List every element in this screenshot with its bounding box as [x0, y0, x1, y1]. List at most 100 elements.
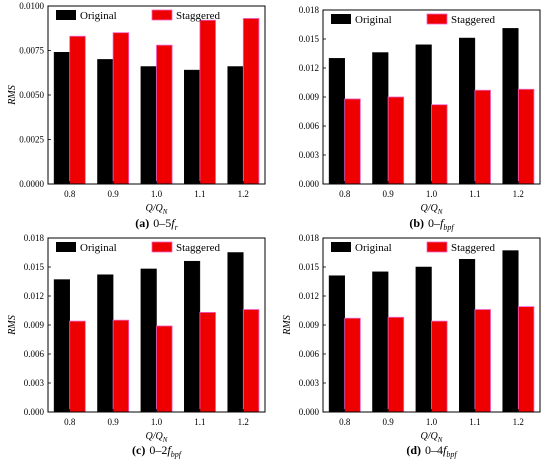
original-bar-1.0 — [415, 44, 432, 185]
staggered-bar-1.0 — [431, 320, 448, 413]
legend-swatch-staggered — [426, 13, 448, 25]
original-bar-0.9 — [97, 274, 114, 413]
original-bar-0.8 — [53, 279, 70, 413]
chart-panel-1: 0.8 0.9 1.0 1.1 1.2 0.0000 0.0025 0.0050 0.0075 0… — [7, 1, 266, 232]
original-bar-1.2 — [227, 66, 244, 185]
x-axis-label: Q/QN — [146, 203, 168, 216]
y-tick-label: 0.018 — [24, 233, 45, 243]
staggered-bar-1.1 — [474, 309, 491, 413]
original-bar-1.2 — [227, 252, 244, 413]
y-tick-label: 0.015 — [299, 34, 320, 44]
panel-caption-var: f — [443, 443, 448, 457]
x-tick-label: 1.1 — [194, 417, 205, 427]
original-bar-1.1 — [184, 69, 201, 185]
panel-caption-text: 0–2 — [149, 443, 167, 457]
y-tick-label: 0.012 — [299, 63, 319, 73]
y-tick-label: 0.0000 — [19, 179, 44, 189]
y-tick-label: 0.009 — [299, 320, 320, 330]
staggered-bar-0.9 — [387, 316, 405, 413]
y-tick-label: 0.0025 — [19, 135, 44, 145]
original-bar-0.9 — [372, 271, 389, 413]
x-tick-label: 1.2 — [513, 189, 524, 199]
x-tick-label: 0.8 — [64, 417, 76, 427]
staggered-bar-0.8 — [69, 320, 86, 413]
y-tick-label: 0.015 — [299, 262, 320, 272]
x-tick-label: 0.8 — [64, 189, 76, 199]
legend-label-original: Original — [355, 242, 392, 254]
x-tick-label: 0.9 — [382, 417, 394, 427]
y-tick-label: 0.003 — [299, 378, 320, 388]
original-bar-0.9 — [372, 52, 389, 185]
y-tick-label: 0.006 — [299, 121, 320, 131]
x-axis-label: Q/QN — [421, 431, 443, 444]
y-tick-label: 0.018 — [299, 5, 320, 15]
x-axis-label-sub: N — [162, 208, 168, 216]
x-tick-label: 1.2 — [513, 417, 524, 427]
y-tick-label: 0.009 — [299, 92, 320, 102]
y-tick-label: 0.012 — [299, 291, 319, 301]
x-axis-label-sub: N — [162, 436, 168, 444]
legend-swatch-staggered — [151, 241, 173, 253]
x-tick-label: 1.2 — [238, 417, 249, 427]
x-tick-label: 1.0 — [151, 189, 163, 199]
staggered-bar-1.0 — [156, 325, 173, 413]
y-tick-label: 0.000 — [299, 407, 320, 417]
y-tick-label: 0.0075 — [19, 46, 44, 56]
x-axis-label: Q/QN — [146, 431, 168, 444]
panel-caption-sub: r — [175, 223, 179, 232]
legend-swatch-staggered — [426, 241, 448, 253]
original-bar-1.1 — [459, 37, 476, 185]
y-axis-label: RMS — [282, 315, 293, 335]
legend-label-original: Original — [355, 14, 392, 26]
x-tick-label: 0.9 — [107, 417, 119, 427]
x-tick-label: 1.0 — [426, 189, 438, 199]
y-tick-label: 0.000 — [299, 179, 320, 189]
y-tick-label: 0.009 — [24, 320, 45, 330]
x-tick-label: 1.1 — [469, 417, 480, 427]
panel-caption-text: 0–4 — [425, 443, 443, 457]
panel-caption-label: (c) — [132, 443, 145, 457]
legend-swatch-original — [56, 242, 76, 252]
original-bar-1.2 — [502, 28, 519, 185]
staggered-bar-1.0 — [431, 104, 448, 185]
x-axis-label-sub: N — [437, 436, 443, 444]
chart-panel-4: 0.8 0.9 1.0 1.1 1.2 0.000 0.003 0.006 0.009 0.012… — [282, 233, 541, 459]
legend: Original Staggered — [331, 241, 495, 254]
x-axis-label-sub: N — [437, 208, 443, 216]
legend-label-staggered: Staggered — [451, 14, 495, 26]
panel-caption: (c) 0–2fbpf — [132, 443, 183, 459]
original-bar-1.1 — [184, 260, 201, 413]
y-tick-label: 0.006 — [24, 349, 45, 359]
original-bar-1.0 — [415, 266, 432, 413]
staggered-bar-1.2 — [517, 88, 535, 185]
y-tick-label: 0.012 — [24, 291, 44, 301]
y-tick-label: 0.015 — [24, 262, 45, 272]
x-tick-label: 1.0 — [426, 417, 438, 427]
legend-swatch-staggered — [151, 9, 173, 21]
staggered-bar-0.9 — [387, 96, 405, 185]
y-axis-label: RMS — [7, 85, 18, 105]
y-tick-label: 0.003 — [24, 378, 45, 388]
legend-swatch-original — [56, 10, 76, 20]
chart-panel-3: 0.8 0.9 1.0 1.1 1.2 0.000 0.003 0.006 0.009 0.012… — [7, 233, 266, 459]
panel-caption-var: f — [167, 443, 172, 457]
panel-caption-label: (a) — [135, 216, 149, 230]
staggered-bar-1.1 — [199, 19, 216, 185]
chart-panel-2: 0.8 0.9 1.0 1.1 1.2 0.000 0.003 0.006 0.009 0.012… — [299, 5, 541, 232]
x-tick-label: 0.9 — [107, 189, 119, 199]
x-axis-label-main: Q/Q — [421, 203, 439, 214]
panel-caption-var: f — [171, 216, 176, 230]
x-tick-label: 1.2 — [238, 189, 249, 199]
staggered-bar-0.8 — [344, 317, 361, 413]
x-tick-label: 0.9 — [382, 189, 394, 199]
staggered-bar-0.9 — [112, 319, 130, 413]
x-tick-label: 1.1 — [194, 189, 205, 199]
panel-caption-var: f — [440, 216, 445, 230]
panel-caption: (a) 0–5fr — [135, 216, 178, 232]
staggered-bar-0.9 — [112, 32, 130, 185]
staggered-bar-1.2 — [242, 309, 260, 413]
staggered-bar-1.0 — [156, 44, 173, 185]
x-axis-label: Q/QN — [421, 203, 443, 216]
x-axis-label-main: Q/Q — [421, 431, 439, 442]
